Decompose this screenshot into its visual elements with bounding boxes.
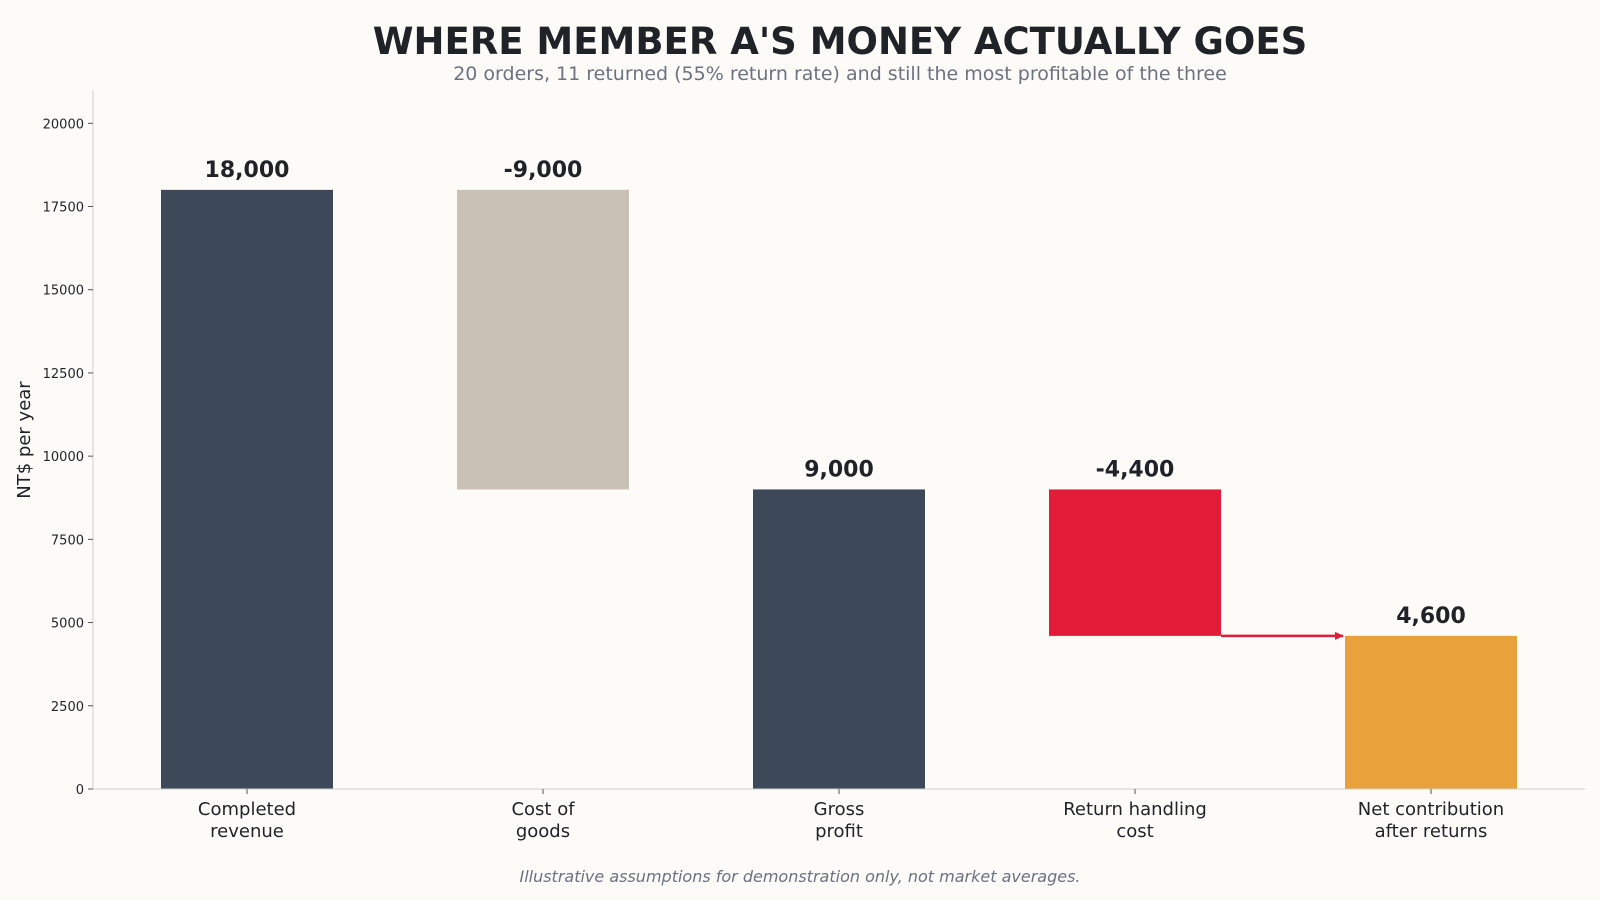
y-tick-label: 0 xyxy=(76,783,84,798)
data-label: 18,000 xyxy=(205,158,290,183)
x-tick-label: profit xyxy=(815,821,863,842)
data-label: 9,000 xyxy=(804,457,874,482)
x-tick-label: after returns xyxy=(1375,821,1488,842)
x-tick-label: goods xyxy=(516,821,570,842)
data-label: 4,600 xyxy=(1396,604,1466,629)
y-tick-label: 2500 xyxy=(51,700,84,715)
y-tick-label: 15000 xyxy=(43,284,84,299)
x-tick-label: revenue xyxy=(210,821,284,842)
bar-2 xyxy=(753,489,925,789)
chart-subtitle: 20 orders, 11 returned (55% return rate)… xyxy=(453,63,1227,85)
data-label: -9,000 xyxy=(504,158,583,183)
bars: 18,000 -9,000 9,000 -4,400 4,600 xyxy=(161,158,1517,789)
y-tick-label: 7500 xyxy=(51,533,84,548)
footnote: Illustrative assumptions for demonstrati… xyxy=(519,867,1080,886)
bar-0 xyxy=(161,189,333,789)
bar-3 xyxy=(1049,489,1221,636)
y-tick-label: 20000 xyxy=(43,117,84,132)
y-tick-label: 5000 xyxy=(51,617,84,632)
x-tick-label: Return handling xyxy=(1063,799,1207,820)
y-tick-label: 10000 xyxy=(43,450,84,465)
y-tick-label: 17500 xyxy=(43,201,84,216)
chart-title: WHERE MEMBER A'S MONEY ACTUALLY GOES xyxy=(373,20,1308,63)
bar-4 xyxy=(1345,635,1517,789)
x-tick-label: cost xyxy=(1116,821,1153,842)
x-tick-label: Completed xyxy=(198,799,296,820)
x-tick-label: Cost of xyxy=(511,799,575,820)
x-tick-label: Net contribution xyxy=(1358,799,1504,820)
x-tick-label: Gross xyxy=(814,799,865,820)
y-axis: 0 2500 5000 7500 10000 12500 15000 17500 20000 xyxy=(43,90,94,798)
y-tick-label: 12500 xyxy=(43,367,84,382)
data-label: -4,400 xyxy=(1096,457,1175,482)
y-axis-label: NT$ per year xyxy=(14,381,35,499)
bar-1 xyxy=(457,189,629,490)
